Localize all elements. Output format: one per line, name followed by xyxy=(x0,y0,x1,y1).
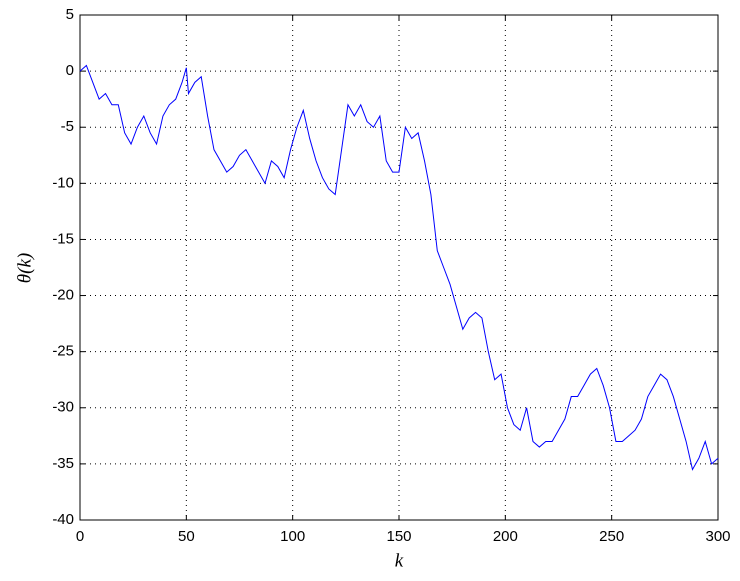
y-tick-label: 5 xyxy=(66,6,74,23)
y-tick-label: -15 xyxy=(52,230,74,247)
y-tick-label: 0 xyxy=(66,62,74,79)
x-tick-label: 200 xyxy=(493,528,518,545)
y-tick-label: -35 xyxy=(52,455,74,472)
y-tick-label: -25 xyxy=(52,343,74,360)
data-line xyxy=(79,64,719,471)
x-tick-label: 250 xyxy=(599,528,624,545)
x-tick-label: 150 xyxy=(386,528,411,545)
y-tick-label: -10 xyxy=(52,174,74,191)
x-tick-label: 100 xyxy=(280,528,305,545)
y-tick-label: -40 xyxy=(52,511,74,528)
y-tick-label: -30 xyxy=(52,399,74,416)
x-axis-label: k xyxy=(395,550,404,571)
y-tick-label: -20 xyxy=(52,287,74,304)
x-tick-label: 300 xyxy=(705,528,730,545)
x-tick-label: 0 xyxy=(76,528,84,545)
x-tick-label: 50 xyxy=(178,528,195,545)
y-axis-label: θ(k) xyxy=(14,253,35,283)
y-tick-label: -5 xyxy=(61,118,74,135)
